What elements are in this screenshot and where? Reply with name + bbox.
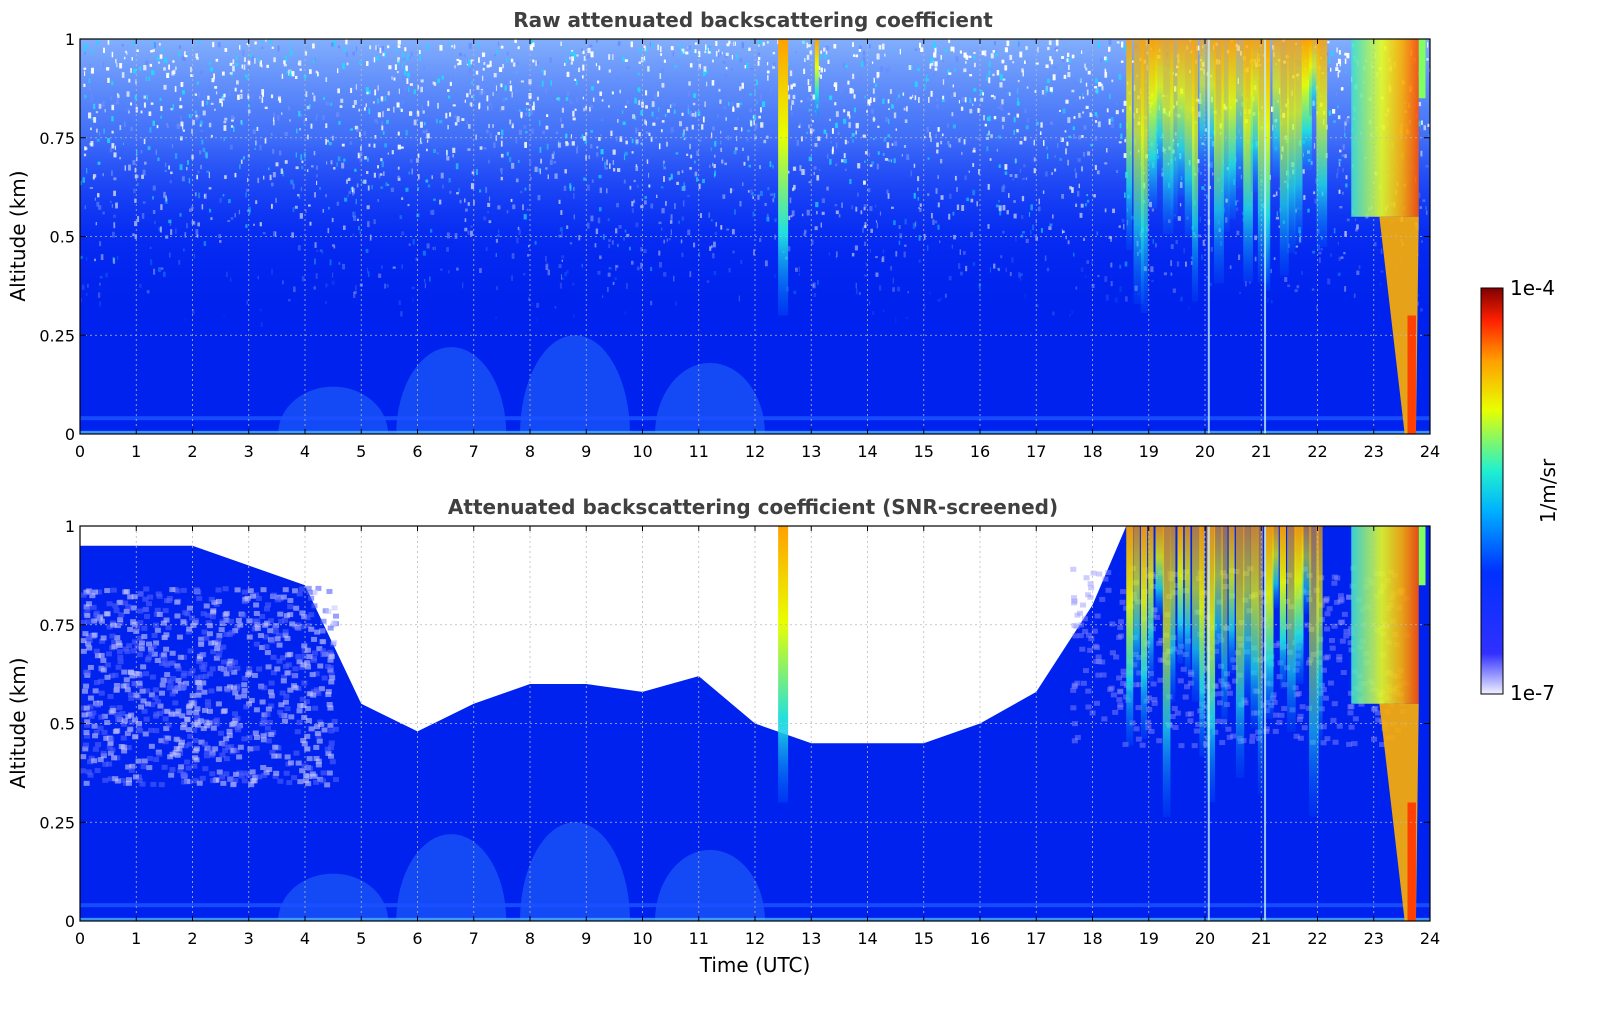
aerosol-layer	[396, 834, 507, 921]
x-tick-label: 7	[469, 929, 479, 948]
x-tick-label: 1	[131, 442, 141, 461]
x-tick-label: 10	[632, 929, 652, 948]
aerosol-layer	[520, 822, 630, 921]
x-tick-label: 24	[1420, 442, 1440, 461]
x-tick-label: 13	[801, 442, 821, 461]
x-tick-label: 2	[187, 929, 197, 948]
colorbar: 1e-4 1e-7 1/m/sr	[1480, 276, 1560, 705]
x-tick-label: 14	[857, 442, 877, 461]
x-tick-label: 19	[1139, 442, 1159, 461]
panel1-grid	[80, 39, 1430, 434]
panel1-title: Raw attenuated backscattering coefficien…	[513, 8, 993, 32]
x-tick-label: 21	[1251, 929, 1271, 948]
y-tick-label: 0.25	[39, 813, 75, 832]
x-tick-label: 6	[412, 929, 422, 948]
y-tick-label: 1	[65, 30, 75, 49]
cloud-feature	[778, 39, 789, 316]
cloud-feature	[814, 39, 819, 118]
x-tick-label: 0	[75, 929, 85, 948]
x-tick-label: 16	[970, 442, 990, 461]
x-tick-label: 4	[300, 929, 310, 948]
x-tick-label: 21	[1251, 442, 1271, 461]
x-tick-label: 4	[300, 442, 310, 461]
x-tick-label: 24	[1420, 929, 1440, 948]
y-tick-label: 0.75	[39, 129, 75, 148]
cloud-feature	[1351, 39, 1419, 217]
surface-layer	[80, 903, 1430, 908]
x-tick-label: 20	[1195, 442, 1215, 461]
x-tick-label: 17	[1026, 442, 1046, 461]
x-tick-label: 2	[187, 442, 197, 461]
cloud-feature	[1418, 39, 1426, 99]
x-tick-label: 18	[1082, 929, 1102, 948]
x-tick-label: 8	[525, 442, 535, 461]
x-tick-label: 7	[469, 442, 479, 461]
x-tick-label: 16	[970, 929, 990, 948]
x-tick-label: 5	[356, 442, 366, 461]
x-tick-label: 22	[1307, 929, 1327, 948]
y-tick-label: 0	[65, 425, 75, 444]
surface-layer	[80, 416, 1430, 421]
y-tick-label: 0.5	[50, 228, 75, 247]
x-tick-label: 9	[581, 929, 591, 948]
x-tick-label: 5	[356, 929, 366, 948]
panel2-y-ticks: 0 0.25 0.5 0.75 1	[39, 517, 1430, 931]
x-tick-label: 10	[632, 442, 652, 461]
y-tick-label: 1	[65, 517, 75, 536]
screened-region	[80, 526, 1430, 744]
y-tick-label: 0.5	[50, 715, 75, 734]
x-tick-label: 0	[75, 442, 85, 461]
x-tick-label: 13	[801, 929, 821, 948]
panel2-x-ticks: 0 1 2 3 4 5 6 7 8 9 10 11 12 13 14 15 16 17 18 19 20 21 22 23 24	[75, 526, 1440, 948]
y-tick-label: 0.25	[39, 326, 75, 345]
x-tick-label: 9	[581, 442, 591, 461]
panel2-title: Attenuated backscattering coefficient (S…	[448, 495, 1058, 519]
x-tick-label: 18	[1082, 442, 1102, 461]
x-tick-label: 8	[525, 929, 535, 948]
x-tick-label: 23	[1364, 929, 1384, 948]
y-tick-label: 0	[65, 912, 75, 931]
cloud-feature	[1126, 526, 1323, 921]
x-tick-label: 22	[1307, 442, 1327, 461]
raw-backscatter-panel: Raw attenuated backscattering coefficien…	[6, 8, 1440, 461]
aerosol-layer	[396, 347, 507, 434]
aerosol-layer	[520, 335, 630, 434]
colorbar-gradient	[1480, 287, 1504, 695]
x-tick-label: 3	[244, 929, 254, 948]
y-tick-label: 0.75	[39, 616, 75, 635]
x-tick-label: 15	[914, 442, 934, 461]
x-tick-label: 11	[689, 442, 709, 461]
x-tick-label: 12	[745, 442, 765, 461]
colorbar-min-label: 1e-7	[1510, 681, 1555, 705]
x-tick-label: 6	[412, 442, 422, 461]
panel2-grid	[80, 526, 1430, 921]
cloud-feature	[1407, 802, 1416, 921]
panel1-ylabel: Altitude (km)	[6, 170, 30, 301]
x-tick-label: 15	[914, 929, 934, 948]
aerosol-layer	[278, 873, 389, 921]
panel2-ylabel: Altitude (km)	[6, 657, 30, 788]
x-tick-label: 3	[244, 442, 254, 461]
colorbar-unit-label: 1/m/sr	[1536, 458, 1560, 523]
colorbar-max-label: 1e-4	[1510, 276, 1555, 300]
x-tick-label: 23	[1364, 442, 1384, 461]
cloud-feature	[1351, 526, 1419, 704]
panel1-x-ticks: 0 1 2 3 4 5 6 7 8 9 10 11 12 13 14 15 16 17 18 19 20 21 22 23 24	[75, 39, 1440, 461]
screened-backscatter-panel: Attenuated backscattering coefficient (S…	[6, 495, 1440, 977]
cloud-feature	[1407, 315, 1416, 434]
x-tick-label: 19	[1139, 929, 1159, 948]
aerosol-layer	[278, 386, 389, 434]
x-tick-label: 17	[1026, 929, 1046, 948]
cloud-feature	[1418, 526, 1426, 586]
cloud-feature	[778, 526, 789, 803]
x-tick-label: 14	[857, 929, 877, 948]
x-tick-label: 20	[1195, 929, 1215, 948]
panel2-xlabel: Time (UTC)	[699, 953, 811, 977]
x-tick-label: 1	[131, 929, 141, 948]
x-tick-label: 11	[689, 929, 709, 948]
panel1-y-ticks: 0 0.25 0.5 0.75 1	[39, 30, 1430, 444]
x-tick-label: 12	[745, 929, 765, 948]
